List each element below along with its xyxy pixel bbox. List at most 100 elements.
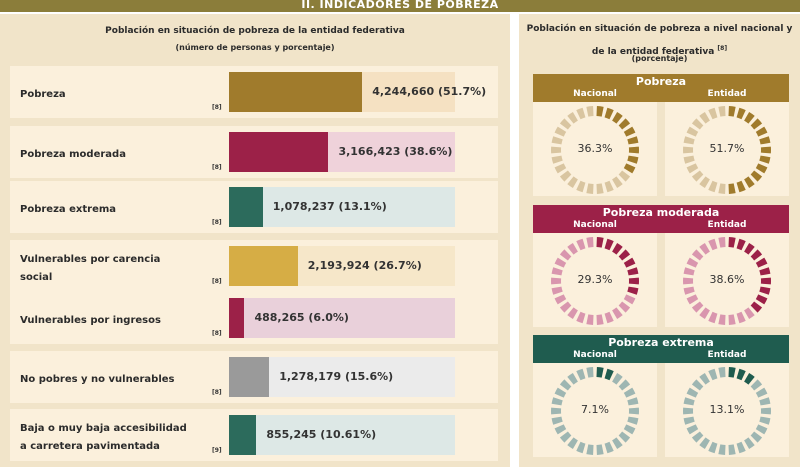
right-panel-title-ref: [8] xyxy=(717,45,728,52)
indicator-ref: [8] xyxy=(212,164,222,171)
donut-segment xyxy=(604,180,614,193)
donut-segment xyxy=(559,170,572,182)
indicator-row: Pobreza extrema [8] 1,078,237 (13.1%) xyxy=(10,181,498,233)
indicator-bar-fill xyxy=(229,187,263,227)
indicator-row: Pobreza moderada [8] 3,166,423 (38.6%) xyxy=(10,126,498,178)
indicator-bar-track: 1,278,179 (15.6%) xyxy=(229,357,455,397)
indicator-ref: [9] xyxy=(212,447,222,454)
donut-segment xyxy=(623,294,636,305)
donut-segment xyxy=(683,136,695,145)
donut-segment xyxy=(567,242,578,255)
donut-segment xyxy=(755,257,768,268)
indicator-row: Baja o muy baja accesibilidad a carreter… xyxy=(10,409,498,461)
indicator-value: 2,193,924 (26.7%) xyxy=(307,259,422,272)
donut-segment xyxy=(736,311,746,324)
donut-segment xyxy=(736,180,746,193)
donut-segment xyxy=(596,237,604,248)
entidad-value: 51.7% xyxy=(709,142,745,155)
donut-segment xyxy=(750,379,763,391)
indicator-label-text: Pobreza extrema xyxy=(20,204,117,215)
donut-segment xyxy=(718,444,726,455)
left-panel-subtitle: (número de personas y porcentaje) xyxy=(175,43,335,52)
donut-segment xyxy=(718,367,726,378)
donut-segment xyxy=(604,368,614,381)
nacional-label: Nacional xyxy=(573,350,617,360)
donut-segment xyxy=(750,170,763,182)
donut-segment xyxy=(728,183,736,194)
indicator-label: Pobreza xyxy=(20,72,216,118)
donut-segment xyxy=(612,372,623,385)
donut-segment xyxy=(683,277,694,285)
indicator-bar-track: 2,193,924 (26.7%) xyxy=(229,246,455,286)
donut-segment xyxy=(551,155,563,164)
donut-segment xyxy=(691,379,704,391)
nacional-donut: 29.3% xyxy=(533,233,657,327)
donut-segment xyxy=(623,126,636,137)
donut-segment xyxy=(627,267,639,276)
entidad-label: Entidad xyxy=(707,350,747,360)
donut-segment xyxy=(551,286,563,295)
donut-segment xyxy=(736,441,746,454)
donut-segment xyxy=(618,118,631,130)
donut-segment xyxy=(699,111,710,124)
donut-segment xyxy=(559,379,572,391)
donut-segment xyxy=(728,367,736,378)
donut-segment xyxy=(683,267,695,276)
entidad-donut: 51.7% xyxy=(665,102,789,196)
donut-segment xyxy=(628,146,639,154)
indicator-label-text: Vulnerables por carencia social xyxy=(20,254,161,283)
donut-segment xyxy=(618,431,631,443)
donut-segment xyxy=(736,368,746,381)
donut-segment xyxy=(618,379,631,391)
donut-segment xyxy=(551,397,563,406)
donut-segment xyxy=(586,237,594,248)
indicator-bar-fill xyxy=(229,298,245,338)
donut-segment xyxy=(755,387,768,398)
nacional-donut: 7.1% xyxy=(533,363,657,457)
indicator-label-text: Pobreza moderada xyxy=(20,149,126,160)
entidad-donut: 38.6% xyxy=(665,233,789,327)
donut-segment xyxy=(612,307,623,320)
donut-segment xyxy=(618,249,631,261)
indicator-bar-track: 3,166,423 (38.6%) xyxy=(229,132,455,172)
donut-segment xyxy=(683,416,695,425)
donut-segment xyxy=(559,301,572,313)
donut-segment xyxy=(744,242,755,255)
donut-segment xyxy=(596,106,604,117)
donut-segment xyxy=(759,267,771,276)
indicator-bar-track: 488,265 (6.0%) xyxy=(229,298,455,338)
donut-segment xyxy=(750,249,763,261)
indicator-bar-track: 855,245 (10.61%) xyxy=(229,415,455,455)
donut-group-title: Pobreza xyxy=(635,75,687,88)
donut-segment xyxy=(691,170,704,182)
donut-segment xyxy=(691,249,704,261)
donut-segment xyxy=(686,424,699,435)
donut-segment xyxy=(708,107,718,120)
donut-segment xyxy=(718,314,726,325)
indicator-label: Pobreza extrema xyxy=(20,187,216,233)
donut-group: Pobreza extrema Nacional 7.1% Entidad 13.1% xyxy=(533,335,789,463)
section-title: II. INDICADORES DE POBREZA xyxy=(301,0,499,11)
indicator-label: Vulnerables por ingresos xyxy=(20,298,216,344)
nacional-label: Nacional xyxy=(573,89,617,99)
donut-segment xyxy=(686,126,699,137)
right-panel-subtitle: (porcentaje) xyxy=(631,54,688,63)
donut-segment xyxy=(586,106,594,117)
indicator-label-text: Vulnerables por ingresos xyxy=(20,315,161,326)
indicator-bar-fill xyxy=(229,72,363,112)
donut-segment xyxy=(604,107,614,120)
donut-segment xyxy=(567,372,578,385)
nacional-value: 7.1% xyxy=(581,403,609,416)
panel-separator xyxy=(510,14,519,467)
indicator-label: No pobres y no vulnerables xyxy=(20,357,216,403)
donut-segment xyxy=(718,106,726,117)
indicator-ref: [8] xyxy=(212,104,222,111)
donut-segment xyxy=(728,106,736,117)
donut-segment xyxy=(683,397,695,406)
nacional-label: Nacional xyxy=(573,220,617,230)
donut-segment xyxy=(554,126,567,137)
donut-segment xyxy=(627,416,639,425)
donut-segment xyxy=(576,180,586,193)
indicator-row: Pobreza [8] 4,244,660 (51.7%) xyxy=(10,66,498,118)
donut-segment xyxy=(708,311,718,324)
